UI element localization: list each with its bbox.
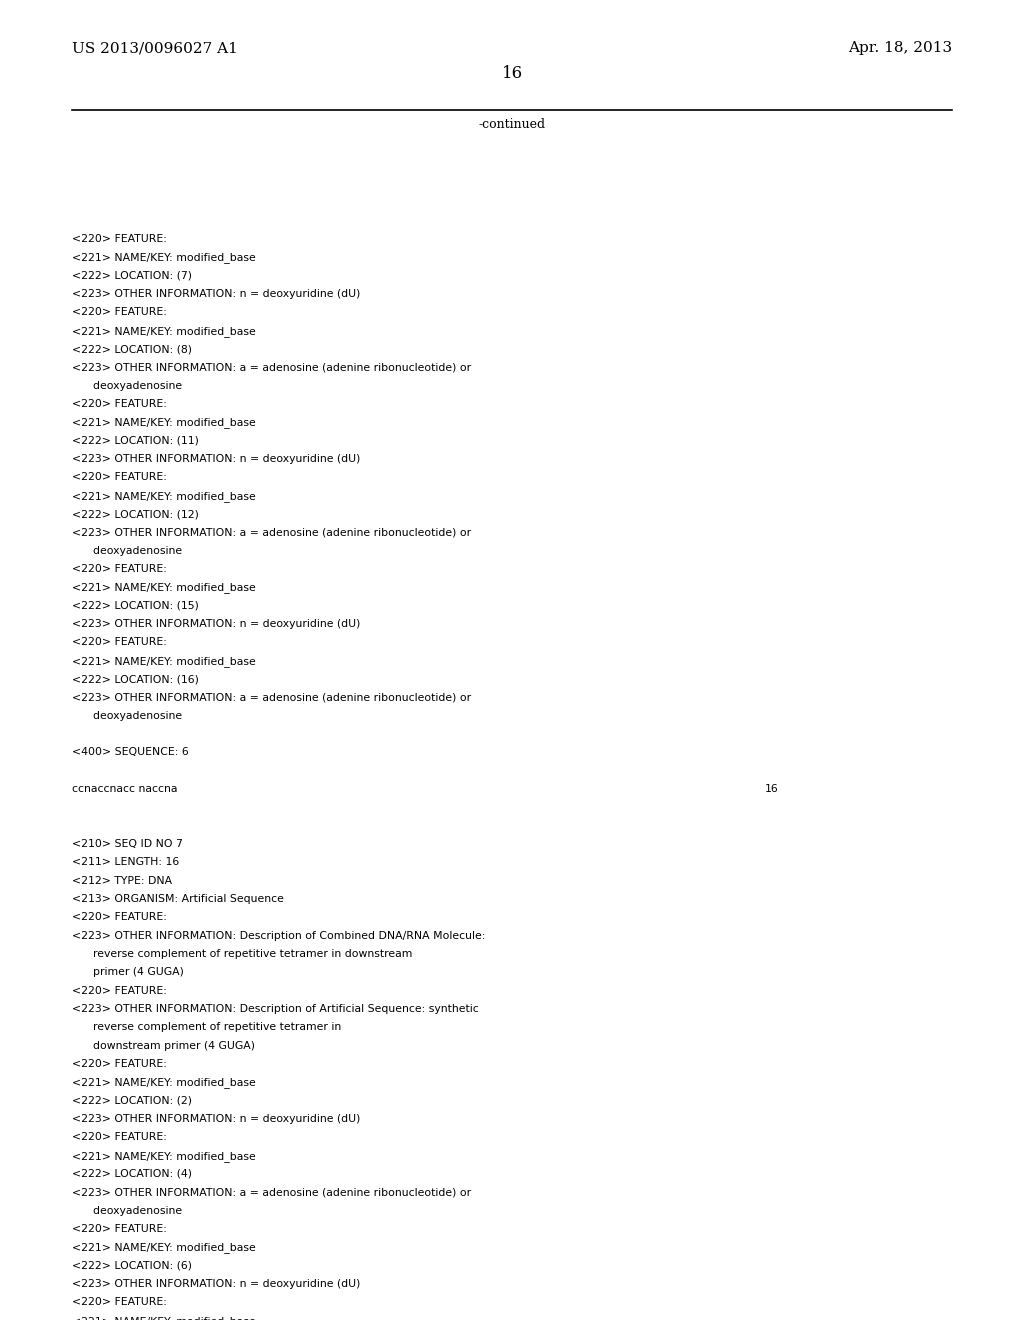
Text: deoxyadenosine: deoxyadenosine xyxy=(72,380,182,391)
Text: <221> NAME/KEY: modified_base: <221> NAME/KEY: modified_base xyxy=(72,1077,256,1088)
Text: downstream primer (4 GUGA): downstream primer (4 GUGA) xyxy=(72,1040,255,1051)
Text: Apr. 18, 2013: Apr. 18, 2013 xyxy=(848,41,952,55)
Text: <221> NAME/KEY: modified_base: <221> NAME/KEY: modified_base xyxy=(72,1151,256,1162)
Text: <223> OTHER INFORMATION: n = deoxyuridine (dU): <223> OTHER INFORMATION: n = deoxyuridin… xyxy=(72,1114,360,1125)
Text: <223> OTHER INFORMATION: a = adenosine (adenine ribonucleotide) or: <223> OTHER INFORMATION: a = adenosine (… xyxy=(72,692,471,702)
Text: <212> TYPE: DNA: <212> TYPE: DNA xyxy=(72,875,172,886)
Text: <211> LENGTH: 16: <211> LENGTH: 16 xyxy=(72,857,179,867)
Text: reverse complement of repetitive tetramer in: reverse complement of repetitive tetrame… xyxy=(72,1022,341,1032)
Text: <221> NAME/KEY: modified_base: <221> NAME/KEY: modified_base xyxy=(72,252,256,263)
Text: <222> LOCATION: (16): <222> LOCATION: (16) xyxy=(72,675,199,684)
Text: <222> LOCATION: (4): <222> LOCATION: (4) xyxy=(72,1170,193,1179)
Text: <223> OTHER INFORMATION: n = deoxyuridine (dU): <223> OTHER INFORMATION: n = deoxyuridin… xyxy=(72,289,360,300)
Text: <221> NAME/KEY: modified_base: <221> NAME/KEY: modified_base xyxy=(72,1242,256,1253)
Text: <400> SEQUENCE: 6: <400> SEQUENCE: 6 xyxy=(72,747,188,758)
Text: primer (4 GUGA): primer (4 GUGA) xyxy=(72,968,184,977)
Text: <223> OTHER INFORMATION: n = deoxyuridine (dU): <223> OTHER INFORMATION: n = deoxyuridin… xyxy=(72,1279,360,1290)
Text: <210> SEQ ID NO 7: <210> SEQ ID NO 7 xyxy=(72,840,183,849)
Text: <220> FEATURE:: <220> FEATURE: xyxy=(72,234,167,244)
Text: <220> FEATURE:: <220> FEATURE: xyxy=(72,986,167,995)
Text: <222> LOCATION: (15): <222> LOCATION: (15) xyxy=(72,601,199,611)
Text: <220> FEATURE:: <220> FEATURE: xyxy=(72,308,167,317)
Text: <220> FEATURE:: <220> FEATURE: xyxy=(72,1133,167,1142)
Text: <222> LOCATION: (8): <222> LOCATION: (8) xyxy=(72,345,193,354)
Text: <220> FEATURE:: <220> FEATURE: xyxy=(72,1059,167,1069)
Text: 16: 16 xyxy=(765,784,778,795)
Text: <221> NAME/KEY: modified_base: <221> NAME/KEY: modified_base xyxy=(72,326,256,337)
Text: deoxyadenosine: deoxyadenosine xyxy=(72,710,182,721)
Text: <221> NAME/KEY: modified_base: <221> NAME/KEY: modified_base xyxy=(72,656,256,667)
Text: <220> FEATURE:: <220> FEATURE: xyxy=(72,1298,167,1307)
Text: US 2013/0096027 A1: US 2013/0096027 A1 xyxy=(72,41,238,55)
Text: <221> NAME/KEY: modified_base: <221> NAME/KEY: modified_base xyxy=(72,1316,256,1320)
Text: 16: 16 xyxy=(502,65,522,82)
Text: <220> FEATURE:: <220> FEATURE: xyxy=(72,1224,167,1234)
Text: <222> LOCATION: (11): <222> LOCATION: (11) xyxy=(72,436,199,446)
Text: ccnaccnacc naccna: ccnaccnacc naccna xyxy=(72,784,177,795)
Text: <223> OTHER INFORMATION: Description of Artificial Sequence: synthetic: <223> OTHER INFORMATION: Description of … xyxy=(72,1005,479,1014)
Text: <223> OTHER INFORMATION: n = deoxyuridine (dU): <223> OTHER INFORMATION: n = deoxyuridin… xyxy=(72,619,360,630)
Text: <223> OTHER INFORMATION: a = adenosine (adenine ribonucleotide) or: <223> OTHER INFORMATION: a = adenosine (… xyxy=(72,527,471,537)
Text: <222> LOCATION: (2): <222> LOCATION: (2) xyxy=(72,1096,193,1106)
Text: <223> OTHER INFORMATION: a = adenosine (adenine ribonucleotide) or: <223> OTHER INFORMATION: a = adenosine (… xyxy=(72,362,471,372)
Text: deoxyadenosine: deoxyadenosine xyxy=(72,545,182,556)
Text: <221> NAME/KEY: modified_base: <221> NAME/KEY: modified_base xyxy=(72,582,256,593)
Text: <221> NAME/KEY: modified_base: <221> NAME/KEY: modified_base xyxy=(72,417,256,428)
Text: <222> LOCATION: (12): <222> LOCATION: (12) xyxy=(72,510,199,519)
Text: <220> FEATURE:: <220> FEATURE: xyxy=(72,473,167,482)
Text: deoxyadenosine: deoxyadenosine xyxy=(72,1205,182,1216)
Text: <223> OTHER INFORMATION: Description of Combined DNA/RNA Molecule:: <223> OTHER INFORMATION: Description of … xyxy=(72,931,485,941)
Text: <220> FEATURE:: <220> FEATURE: xyxy=(72,399,167,409)
Text: <220> FEATURE:: <220> FEATURE: xyxy=(72,638,167,647)
Text: reverse complement of repetitive tetramer in downstream: reverse complement of repetitive tetrame… xyxy=(72,949,413,960)
Text: <220> FEATURE:: <220> FEATURE: xyxy=(72,912,167,923)
Text: <222> LOCATION: (7): <222> LOCATION: (7) xyxy=(72,271,193,281)
Text: <223> OTHER INFORMATION: a = adenosine (adenine ribonucleotide) or: <223> OTHER INFORMATION: a = adenosine (… xyxy=(72,1187,471,1197)
Text: <222> LOCATION: (6): <222> LOCATION: (6) xyxy=(72,1261,193,1271)
Text: <220> FEATURE:: <220> FEATURE: xyxy=(72,564,167,574)
Text: <223> OTHER INFORMATION: n = deoxyuridine (dU): <223> OTHER INFORMATION: n = deoxyuridin… xyxy=(72,454,360,465)
Text: <221> NAME/KEY: modified_base: <221> NAME/KEY: modified_base xyxy=(72,491,256,502)
Text: <213> ORGANISM: Artificial Sequence: <213> ORGANISM: Artificial Sequence xyxy=(72,894,284,904)
Text: -continued: -continued xyxy=(478,117,546,131)
